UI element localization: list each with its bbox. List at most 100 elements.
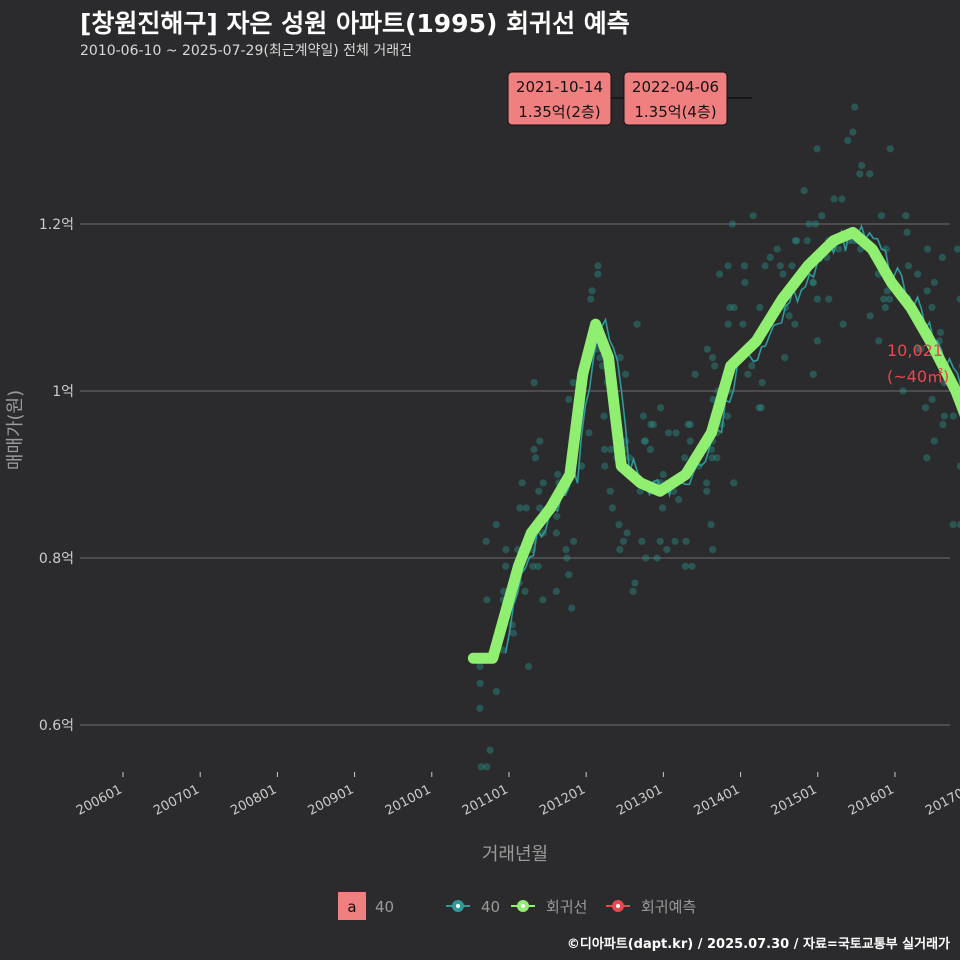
transaction-point	[594, 262, 602, 270]
transaction-point	[730, 303, 738, 312]
transaction-point	[724, 262, 732, 270]
transaction-point	[740, 262, 749, 270]
transaction-point	[779, 270, 787, 278]
y-tick-label: 1.2억	[39, 217, 74, 233]
transaction-point	[818, 212, 826, 220]
transaction-point	[755, 404, 763, 412]
legend-key-letter: a	[347, 898, 356, 916]
x-tick-label: 201401	[692, 782, 743, 819]
transaction-point	[723, 412, 732, 420]
x-tick-label: 200701	[151, 782, 202, 819]
transaction-point	[562, 546, 570, 554]
footer-credit: ©디아파트(dapt.kr) / 2025.07.30 / 자료=국토교통부 실…	[566, 937, 950, 952]
legend-label: 회귀선	[546, 898, 587, 916]
x-axis-title: 거래년월	[482, 844, 548, 865]
transaction-point	[703, 345, 711, 353]
transaction-point	[785, 312, 793, 320]
transaction-point	[623, 529, 631, 537]
chart-title: [창원진해구] 자은 성원 아파트(1995) 회귀선 예측	[80, 9, 630, 38]
transaction-point	[552, 587, 560, 596]
transaction-point	[659, 504, 667, 512]
annotation-box	[623, 71, 728, 126]
transaction-point	[781, 354, 789, 362]
transaction-point	[825, 295, 833, 303]
transaction-point	[476, 679, 484, 687]
transaction-point	[608, 504, 617, 512]
transaction-point	[516, 504, 524, 512]
transaction-point	[858, 161, 866, 170]
y-tick-label: 0.6억	[39, 718, 74, 734]
transaction-point	[524, 662, 533, 671]
transaction-point	[940, 412, 948, 420]
transaction-point	[671, 537, 679, 545]
transaction-point	[856, 170, 864, 178]
transaction-point	[922, 404, 930, 412]
transaction-point	[625, 454, 634, 462]
transaction-point	[539, 479, 547, 487]
legend-key-center	[456, 904, 460, 908]
legend-key-center	[521, 904, 525, 908]
transaction-point	[684, 420, 692, 428]
transaction-point	[726, 303, 734, 312]
transaction-point	[659, 470, 667, 479]
transaction-point	[647, 420, 655, 428]
transaction-point	[476, 704, 484, 712]
transaction-point	[565, 571, 573, 579]
transaction-point	[675, 496, 683, 504]
transaction-point	[914, 270, 922, 278]
transaction-point	[569, 379, 577, 387]
transaction-point	[492, 521, 500, 529]
line-layer	[467, 223, 960, 664]
transaction-point	[809, 370, 817, 378]
transaction-point	[703, 479, 711, 487]
transaction-point	[588, 287, 596, 295]
y-tick-label: 1억	[52, 384, 74, 400]
transaction-point	[703, 487, 711, 495]
transaction-point	[619, 537, 628, 545]
transaction-point	[756, 303, 764, 312]
transaction-point	[904, 262, 913, 270]
annotation-price: 1.35억(2층)	[518, 103, 600, 121]
x-tick-label: 201301	[614, 782, 665, 819]
annotation-price: 1.35억(4층)	[634, 103, 716, 121]
transaction-point	[711, 362, 719, 370]
transaction-point	[607, 445, 615, 453]
transaction-point	[483, 763, 491, 771]
transaction-point	[956, 462, 960, 470]
transaction-point	[880, 295, 888, 303]
transaction-point	[741, 278, 749, 287]
y-axis-title: 매매가(원)	[5, 390, 26, 470]
annotation-date: 2022-04-06	[632, 78, 719, 96]
legend-key-text-box	[338, 892, 366, 920]
transaction-point	[730, 479, 738, 487]
transaction-point	[629, 587, 637, 596]
transaction-point	[707, 521, 715, 529]
transaction-point	[492, 688, 500, 696]
transaction-point	[849, 128, 857, 136]
annotation-box	[507, 71, 612, 126]
transaction-point	[902, 212, 910, 220]
transaction-point	[811, 220, 820, 228]
transaction-point	[883, 287, 892, 295]
transaction-point	[930, 437, 938, 445]
transaction-point	[587, 295, 595, 303]
transaction-point	[638, 537, 646, 545]
transaction-point	[585, 429, 593, 437]
x-tick-label: 201601	[846, 782, 897, 819]
transaction-point	[596, 354, 604, 362]
transaction-point	[633, 320, 641, 328]
legend-label: 40	[375, 898, 394, 916]
transaction-point	[502, 546, 510, 554]
transaction-point	[949, 412, 957, 420]
transaction-point	[640, 437, 649, 445]
transaction-point	[917, 345, 925, 353]
x-tick-label: 201201	[537, 782, 588, 819]
transaction-point	[600, 445, 609, 453]
legend-label: 회귀예측	[641, 898, 696, 916]
transaction-point	[563, 554, 571, 562]
transaction-point	[724, 320, 732, 328]
transaction-point	[758, 379, 766, 387]
transaction-point	[482, 537, 490, 545]
transaction-point	[594, 270, 602, 278]
